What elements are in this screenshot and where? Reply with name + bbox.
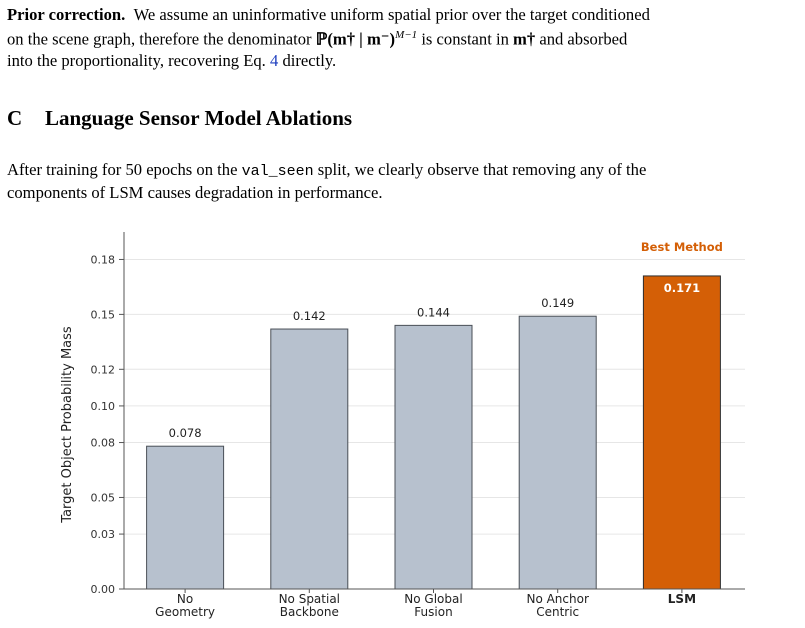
math-denominator: ℙ(m† | m⁻): [315, 29, 396, 49]
x-tick-label: No Spatial Backbone: [279, 592, 340, 619]
math-m-dagger: m†: [513, 29, 536, 49]
x-tick-label-line: No Spatial: [279, 592, 340, 606]
x-tick-label-line: Backbone: [280, 605, 339, 619]
x-tick-label-line: No Global: [404, 592, 462, 606]
prior-line2-pre: on the scene graph, therefore the denomi…: [7, 29, 312, 49]
prior-correction-paragraph: Prior correction. We assume an uninforma…: [7, 4, 798, 71]
bar: [518, 315, 597, 590]
x-tick-label: No Global Fusion: [404, 592, 462, 619]
bar-value-label: 0.144: [417, 305, 450, 319]
bar: [270, 328, 349, 590]
x-tick-label-line: No Anchor: [526, 592, 588, 606]
bars-layer: [146, 275, 721, 590]
y-tick-label: 0.10: [91, 400, 116, 413]
section-title: Language Sensor Model Ablations: [45, 106, 353, 130]
section-heading: C Language Sensor Model Ablations: [7, 106, 352, 131]
x-tick-label: No Anchor Centric: [526, 592, 588, 619]
ablation-paragraph: After training for 50 epochs on the val_…: [7, 159, 798, 203]
y-tick-label: 0.03: [91, 528, 116, 541]
prior-line2-mid: is constant in: [421, 29, 509, 49]
best-method-annotation: Best Method: [641, 240, 723, 254]
section-number: C: [7, 106, 23, 130]
bar: [146, 445, 225, 590]
prior-line2-post: and absorbed: [539, 29, 628, 49]
x-tick-label: No Geometry: [155, 592, 215, 619]
split-name: val_seen: [241, 163, 314, 180]
ablation-post: split, we clearly observe that removing …: [317, 160, 647, 179]
prior-line3-post: directly.: [282, 50, 337, 70]
ablation-mid: epochs on the: [146, 160, 238, 179]
bar: [394, 324, 473, 590]
axes-layer: [119, 232, 745, 593]
ablation-pre: After training for: [7, 160, 122, 179]
math-exponent: M−1: [395, 29, 418, 41]
x-tick-label: LSM: [668, 592, 696, 606]
x-tick-label-line: No: [177, 592, 193, 606]
x-tick-label-line: LSM: [668, 592, 696, 606]
prior-line3-pre: into the proportionality, recovering Eq.: [7, 50, 266, 70]
x-tick-label-line: Centric: [536, 605, 579, 619]
y-axis-label: Target Object Probability Mass: [60, 326, 75, 524]
bar-value-label: 0.149: [541, 296, 574, 310]
x-tick-label-line: Geometry: [155, 605, 215, 619]
prior-line1: We assume an uninformative uniform spati…: [133, 5, 650, 24]
y-tick-label: 0.12: [91, 363, 116, 376]
bar-value-label: 0.078: [169, 426, 202, 440]
y-tick-label: 0.15: [91, 308, 116, 321]
ablation-line2: components of LSM causes degradation in …: [7, 183, 383, 202]
y-tick-label: 0.08: [91, 437, 116, 450]
ablation-bar-chart: 0.00 0.03 0.05 0.08 0.10 0.12 0.15 0.18 Target O…: [60, 232, 745, 619]
y-tick-label: 0.05: [91, 491, 116, 504]
y-tick-label: 0.00: [91, 583, 116, 596]
bar-value-label: 0.142: [293, 309, 326, 323]
equation-reference-link[interactable]: 4: [269, 50, 279, 70]
bar-value-label: 0.171: [664, 281, 700, 295]
paragraph-lead: Prior correction.: [7, 5, 126, 24]
labels-layer: 0.00 0.03 0.05 0.08 0.10 0.12 0.15 0.18 Target O…: [60, 240, 723, 619]
bar: [642, 275, 721, 590]
epoch-count: 50: [125, 160, 143, 179]
y-tick-label: 0.18: [91, 253, 116, 266]
x-tick-label-line: Fusion: [414, 605, 452, 619]
